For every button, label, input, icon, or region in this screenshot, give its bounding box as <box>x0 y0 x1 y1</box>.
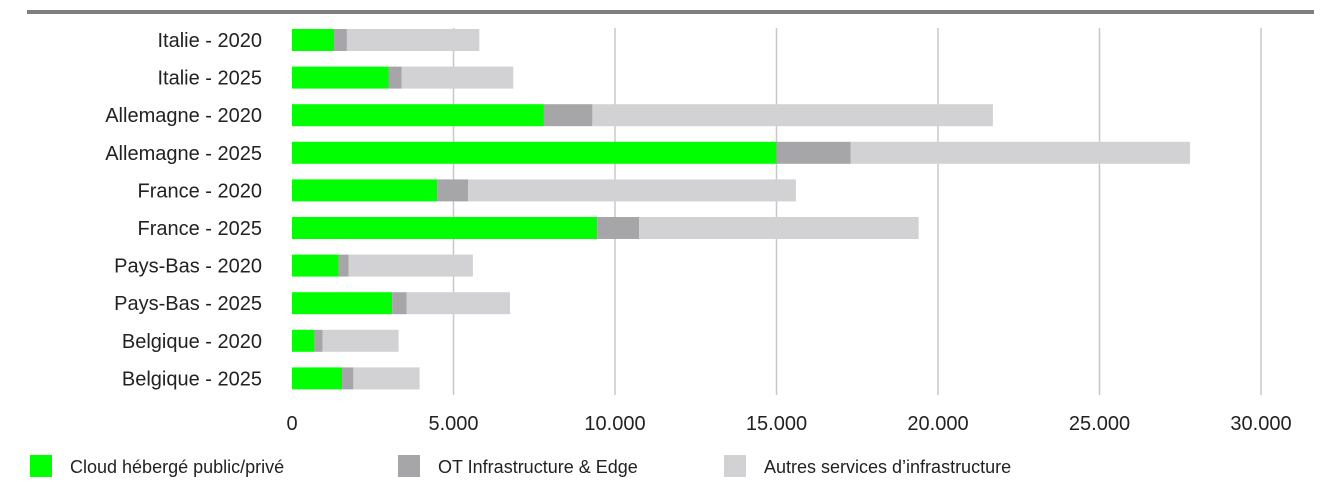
x-tick-label: 0 <box>286 413 297 435</box>
bar-segment <box>342 367 354 390</box>
bar-segment <box>543 104 593 127</box>
bar-segment <box>292 217 598 239</box>
bar-segment <box>401 66 514 89</box>
category-label: Pays-Bas - 2020 <box>114 256 262 278</box>
category-label: Italie - 2020 <box>157 30 262 52</box>
bar-segment <box>776 141 851 164</box>
category-label: France - 2025 <box>137 218 262 240</box>
gridlines <box>452 28 1262 395</box>
bar-segment <box>292 29 334 51</box>
category-label: Belgique - 2025 <box>122 368 262 390</box>
bar-segment <box>292 66 389 89</box>
legend-label: Cloud hébergé public/privé <box>70 457 284 477</box>
bars <box>292 29 1190 390</box>
category-label: Italie - 2025 <box>157 68 262 90</box>
legend: Cloud hébergé public/privé OT Infrastruct… <box>30 455 1011 477</box>
x-tick-label: 5.000 <box>428 413 478 435</box>
category-label: Pays-Bas - 2025 <box>114 293 262 315</box>
category-label: Allemagne - 2025 <box>105 143 262 165</box>
bar-segment <box>322 329 399 352</box>
bar-segment <box>392 292 407 315</box>
bar-segment <box>333 29 347 51</box>
bar-segment <box>292 104 544 127</box>
bar-segment <box>292 254 339 277</box>
bar-segment <box>850 141 1190 164</box>
bar-segment <box>292 179 438 202</box>
bar-segment <box>388 66 402 89</box>
x-tick-label: 20.000 <box>907 413 968 435</box>
bar-segment <box>437 179 469 202</box>
category-labels: Italie - 2020 Italie - 2025 Allemagne - 20… <box>105 30 262 390</box>
category-label: Allemagne - 2020 <box>105 105 262 127</box>
x-tick-label: 15.000 <box>746 413 807 435</box>
x-tick-label: 10.000 <box>584 413 645 435</box>
bar-segment <box>292 141 777 164</box>
bar-segment <box>468 179 796 202</box>
bar-segment <box>592 104 993 127</box>
category-label: France - 2020 <box>137 180 262 202</box>
x-tick-label: 25.000 <box>1069 413 1130 435</box>
bar-segment <box>353 367 420 390</box>
bar-segment <box>292 329 315 352</box>
legend-swatch <box>724 455 746 477</box>
bar-segment <box>639 217 919 239</box>
x-axis-tick-labels: 0 5.000 10.000 15.000 20.000 25.000 30.000 <box>286 413 1291 435</box>
bar-segment <box>338 254 349 277</box>
legend-label: OT Infrastructure & Edge <box>438 457 638 477</box>
bar-segment <box>292 367 343 390</box>
x-tick-label: 30.000 <box>1230 413 1291 435</box>
bar-segment <box>314 329 323 352</box>
category-label: Belgique - 2020 <box>122 331 262 353</box>
bar-segment <box>597 217 640 239</box>
bar-segment <box>406 292 511 315</box>
legend-label: Autres services d’infrastructure <box>764 457 1011 477</box>
legend-swatch <box>398 455 420 477</box>
bar-segment <box>346 29 480 51</box>
bar-segment <box>348 254 473 277</box>
bar-segment <box>292 292 393 315</box>
legend-swatch <box>30 455 52 477</box>
